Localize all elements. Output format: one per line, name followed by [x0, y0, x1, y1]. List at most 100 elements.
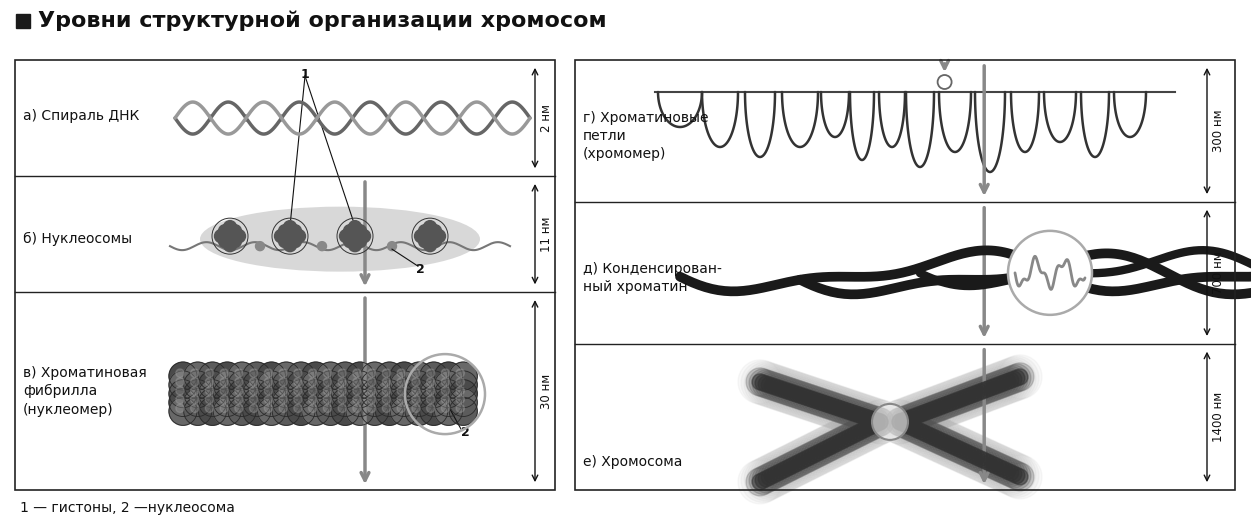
Circle shape: [854, 401, 899, 446]
Circle shape: [397, 404, 405, 413]
Circle shape: [205, 378, 214, 386]
Circle shape: [838, 402, 854, 418]
Circle shape: [957, 443, 972, 459]
Circle shape: [368, 395, 377, 404]
Circle shape: [912, 415, 956, 459]
Circle shape: [279, 404, 288, 413]
Circle shape: [457, 378, 464, 386]
Circle shape: [184, 371, 211, 399]
Circle shape: [344, 235, 357, 247]
Circle shape: [763, 448, 807, 492]
Text: е) Хромосома: е) Хромосома: [583, 455, 682, 469]
Circle shape: [808, 424, 853, 468]
Circle shape: [859, 411, 888, 439]
Circle shape: [375, 389, 404, 416]
Circle shape: [821, 418, 866, 463]
Circle shape: [803, 381, 847, 425]
Circle shape: [987, 378, 1003, 394]
Circle shape: [859, 420, 876, 436]
Circle shape: [347, 389, 374, 416]
Circle shape: [934, 434, 951, 450]
Circle shape: [442, 378, 449, 386]
Circle shape: [332, 371, 359, 399]
Circle shape: [786, 381, 814, 409]
Circle shape: [752, 474, 768, 490]
Circle shape: [842, 420, 869, 448]
Circle shape: [811, 444, 827, 461]
Circle shape: [433, 229, 445, 243]
Circle shape: [817, 391, 844, 419]
Circle shape: [903, 411, 947, 455]
Circle shape: [836, 398, 863, 426]
Circle shape: [919, 395, 948, 423]
Circle shape: [889, 409, 917, 438]
Circle shape: [823, 439, 838, 455]
Circle shape: [938, 432, 966, 460]
Circle shape: [224, 238, 236, 252]
Circle shape: [912, 387, 956, 431]
Circle shape: [286, 389, 315, 416]
Circle shape: [184, 380, 211, 408]
Circle shape: [907, 400, 936, 428]
Circle shape: [812, 423, 856, 467]
Circle shape: [804, 391, 821, 407]
Circle shape: [368, 404, 377, 413]
Circle shape: [988, 451, 1033, 495]
Circle shape: [741, 361, 786, 405]
Circle shape: [913, 398, 942, 425]
Circle shape: [301, 362, 330, 390]
Circle shape: [213, 362, 241, 390]
Circle shape: [992, 452, 1036, 496]
Circle shape: [908, 414, 953, 458]
Circle shape: [753, 365, 797, 409]
Circle shape: [1012, 369, 1028, 385]
Circle shape: [243, 362, 270, 390]
Circle shape: [858, 400, 902, 444]
Circle shape: [301, 389, 330, 416]
Circle shape: [286, 380, 315, 408]
Circle shape: [229, 225, 241, 238]
Circle shape: [756, 473, 771, 489]
Circle shape: [405, 380, 433, 408]
Circle shape: [772, 443, 816, 487]
Circle shape: [806, 426, 849, 470]
Circle shape: [966, 378, 995, 406]
Circle shape: [907, 421, 923, 437]
Circle shape: [273, 380, 300, 408]
Circle shape: [866, 408, 894, 436]
Circle shape: [792, 383, 821, 412]
Circle shape: [884, 398, 928, 442]
Circle shape: [911, 399, 938, 427]
Circle shape: [264, 387, 273, 395]
Circle shape: [228, 380, 256, 408]
Circle shape: [991, 377, 1007, 393]
Circle shape: [353, 387, 362, 395]
Circle shape: [764, 468, 781, 484]
Circle shape: [829, 396, 857, 424]
Ellipse shape: [200, 207, 480, 272]
Circle shape: [963, 379, 991, 407]
Circle shape: [176, 387, 184, 395]
Text: в) Хроматиновая
фибрилла
(нуклеомер): в) Хроматиновая фибрилла (нуклеомер): [23, 366, 146, 416]
Circle shape: [823, 393, 851, 422]
Circle shape: [957, 440, 985, 468]
Circle shape: [937, 378, 981, 422]
Circle shape: [798, 451, 814, 467]
Circle shape: [960, 389, 976, 405]
Circle shape: [427, 387, 435, 395]
Circle shape: [353, 378, 362, 386]
Circle shape: [826, 395, 854, 423]
Circle shape: [907, 418, 936, 446]
Circle shape: [176, 404, 184, 413]
Circle shape: [738, 360, 782, 404]
Circle shape: [442, 395, 449, 404]
Circle shape: [771, 465, 787, 481]
Circle shape: [866, 408, 894, 436]
Circle shape: [184, 397, 211, 425]
Circle shape: [902, 402, 929, 430]
Bar: [15, 60, 555, 490]
Circle shape: [220, 369, 229, 378]
Circle shape: [777, 461, 793, 477]
Text: 1: 1: [300, 67, 309, 81]
Circle shape: [294, 387, 303, 395]
